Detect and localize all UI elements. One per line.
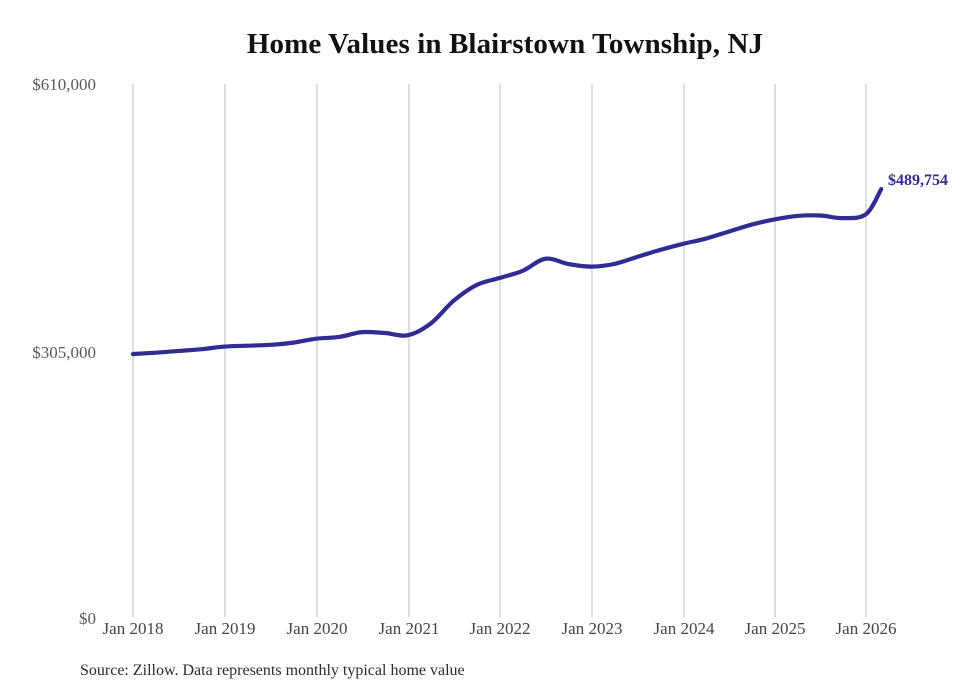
x-axis-tick-label: Jan 2018	[102, 619, 164, 638]
home-value-line	[130, 186, 884, 357]
x-axis-tick-label: Jan 2022	[469, 619, 531, 638]
x-axis-tick-label: Jan 2019	[194, 619, 256, 638]
chart-title: Home Values in Blairstown Township, NJ	[246, 28, 764, 60]
x-axis-tick-label: Jan 2023	[561, 619, 623, 638]
x-axis-tick-label: Jan 2026	[835, 619, 897, 638]
y-axis-tick-label: $610,000	[32, 75, 96, 94]
gridlines-group	[132, 84, 867, 617]
y-axis-tick-label: $0	[79, 609, 96, 628]
source-note: Source: Zillow. Data represents monthly …	[80, 662, 465, 679]
x-axis-tick-label: Jan 2025	[744, 619, 806, 638]
end-value-label: $489,754	[888, 172, 948, 189]
y-axis-tick-label: $305,000	[32, 343, 96, 362]
x-axis-tick-label: Jan 2021	[378, 619, 440, 638]
x-axis-tick-label: Jan 2024	[653, 619, 715, 638]
x-axis-tick-label: Jan 2020	[286, 619, 348, 638]
